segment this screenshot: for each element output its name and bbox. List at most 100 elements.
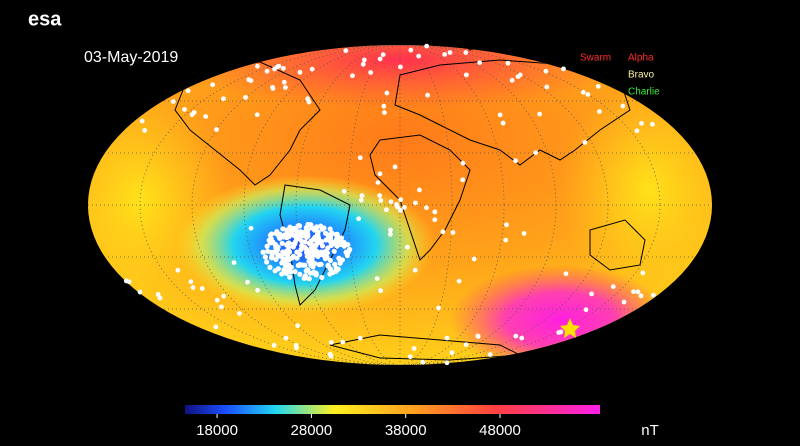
hit-dot [297,251,303,258]
hit-dot [544,84,550,90]
colorbar-tick-label: 28000 [291,422,333,439]
hit-dot [301,275,307,281]
hit-dot [497,112,503,118]
hit-dot [471,256,477,262]
hit-dot [305,233,311,239]
legend-entry: Charlie [628,87,660,98]
hit-dot [170,99,176,104]
hit-dot [583,307,589,313]
hit-dot [387,231,393,237]
hit-dot [325,262,331,268]
hit-dot [650,292,656,298]
hit-dot [543,68,549,74]
hit-dot [444,335,450,341]
hit-dot [580,89,586,95]
hit-dot [631,289,636,295]
hit-dot [533,150,539,156]
hit-dot [384,90,390,96]
hit-dot [420,359,426,365]
hit-dot [306,276,312,282]
hit-dot [343,48,349,54]
hit-dot [296,222,302,229]
hit-dot [237,311,242,316]
hit-dot [377,193,383,198]
hit-dot [377,171,383,177]
hit-dot [272,66,277,72]
hit-dot [407,354,413,360]
hit-dot [182,107,187,112]
hit-dot [231,260,237,266]
hit-dot [314,224,320,231]
hit-dot [126,279,132,285]
hit-dot [460,160,466,166]
hit-dot [203,114,209,119]
hit-dot [311,269,317,275]
hit-dot [382,110,387,115]
hit-dot [319,226,325,232]
hit-dot [271,342,277,348]
hit-dot [582,139,588,145]
hit-dot [341,239,347,246]
legend-entry: Alpha [628,53,654,64]
hit-dot [293,342,299,348]
hit-dot [561,66,566,72]
hit-dot [432,209,438,215]
hit-dot [384,207,389,213]
hit-dot [381,103,387,109]
hit-dot [283,335,289,341]
hit-dot [447,50,453,55]
hit-dot [585,92,591,97]
hit-dot [375,180,381,185]
hit-dot [305,221,311,228]
hit-dot [279,271,285,277]
hit-dot [378,288,384,294]
hit-dot [515,74,521,80]
hit-dot [444,360,450,366]
hit-dot [463,50,469,55]
hit-dot [332,261,338,267]
hit-dot [218,304,224,310]
hit-dot [505,60,511,66]
hit-dot [401,204,407,210]
hit-dot [436,305,441,311]
logo: esa [28,8,62,30]
hit-dot [456,278,462,284]
hit-dot [309,241,315,247]
hit-dot [519,335,525,341]
hit-dot [620,103,626,109]
hit-dot [327,271,333,277]
hit-dot [392,164,398,170]
hit-dot [210,82,216,88]
hit-dot [589,291,594,297]
hit-dot [213,324,219,330]
hit-dot [500,120,506,126]
hit-dot [558,329,564,335]
hit-dot [270,239,276,245]
hit-dot [331,248,337,254]
hit-dot [286,262,292,268]
hit-dot [188,279,194,285]
hit-dot [475,334,481,339]
hit-dot [295,323,301,329]
hit-dot [350,73,355,79]
hit-dot [377,56,383,62]
hit-dot [440,229,446,235]
hit-dot [537,111,543,117]
hit-dot [185,88,191,94]
hit-dot [360,61,366,67]
hit-dot [398,197,404,203]
hit-dot [306,258,312,264]
hit-dot [361,57,367,63]
hit-dot [340,339,346,345]
hit-dot [432,217,438,223]
hit-dot [298,246,304,253]
hit-dot [142,128,148,133]
hit-dot [284,230,290,236]
hit-dot [137,289,143,295]
hit-dot [378,198,384,203]
hit-dot [302,262,308,268]
hit-dot [634,128,640,134]
hit-dot [328,339,334,345]
hit-dot [303,268,309,274]
